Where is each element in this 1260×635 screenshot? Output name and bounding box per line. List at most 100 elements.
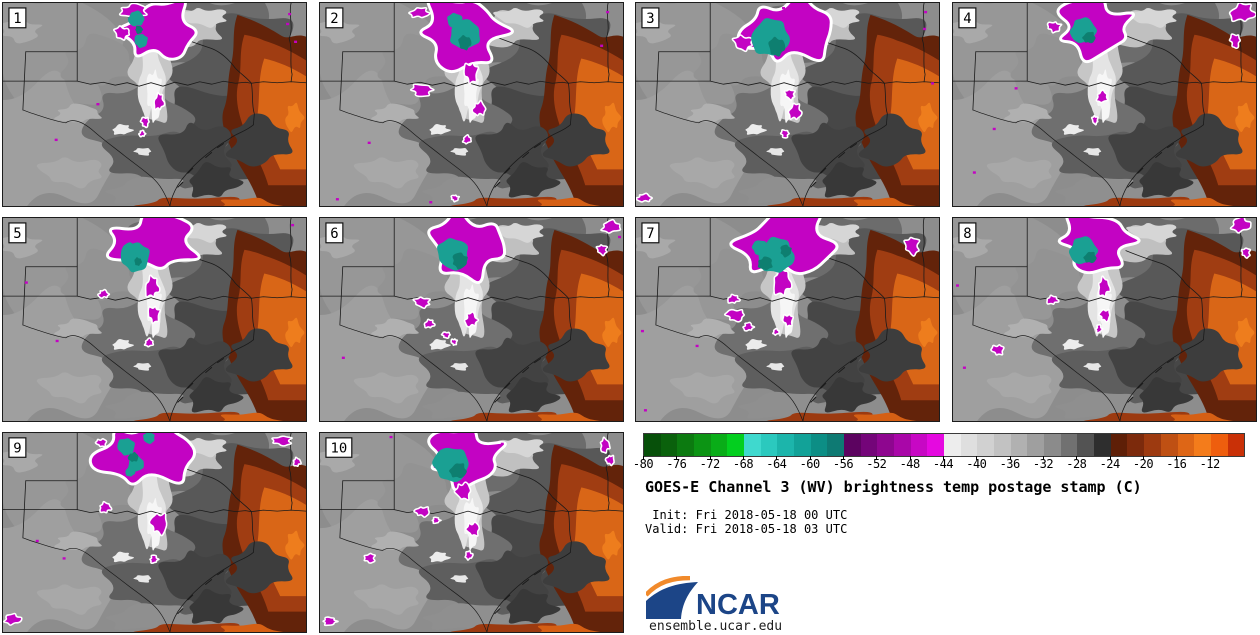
colorbar-tick xyxy=(976,456,978,460)
panel-number-badge: 1 xyxy=(8,7,27,29)
colorbar-tick xyxy=(843,456,844,460)
colorbar-tick xyxy=(1176,456,1178,460)
colorbar-tick xyxy=(1209,456,1211,460)
colorbar-segment xyxy=(1110,434,1128,456)
colorbar-tick-label: -76 xyxy=(666,457,687,471)
colorbar-tick xyxy=(1043,456,1044,460)
colorbar-tick-label: -64 xyxy=(766,457,787,471)
colorbar-segment xyxy=(910,434,928,456)
colorbar-tick xyxy=(676,456,678,460)
panel-number: 8 xyxy=(963,226,971,242)
colorbar-segment xyxy=(944,434,961,456)
colorbar-tick-label: -56 xyxy=(832,457,854,471)
panel-number-badge: 7 xyxy=(641,222,660,244)
ensemble-panel-10: 10 xyxy=(319,432,624,633)
valid-time-label: Valid: Fri 2018-05-18 03 UTC xyxy=(645,522,848,536)
ncar-logo-text: NCAR xyxy=(696,589,780,621)
colorbar-segment xyxy=(844,434,861,456)
colorbar-tick xyxy=(743,456,744,460)
colorbar-segment xyxy=(744,434,761,456)
colorbar-tick xyxy=(1143,456,1144,460)
colorbar-tick-label: -16 xyxy=(1166,457,1187,471)
ensemble-panel-8: 8 xyxy=(952,217,1257,422)
ensemble-panel-1: 1 xyxy=(2,2,307,207)
colorbar-tick xyxy=(1076,456,1078,460)
ensemble-panel-6: 6 xyxy=(319,217,624,422)
colorbar-segment xyxy=(794,434,811,456)
colorbar-tick-label: -24 xyxy=(1099,457,1121,471)
colorbar-segment xyxy=(1027,434,1045,456)
panel-number: 6 xyxy=(330,226,338,242)
panel-number: 10 xyxy=(330,441,347,457)
ncar-logo-orange-arc xyxy=(646,576,691,597)
panel-number: 5 xyxy=(13,226,21,242)
figure-title: GOES-E Channel 3 (WV) brightness temp po… xyxy=(645,478,1142,496)
colorbar-tick xyxy=(643,456,644,460)
panel-number: 7 xyxy=(646,226,654,242)
colorbar-tick xyxy=(809,456,811,460)
colorbar-segment xyxy=(677,434,695,456)
colorbar-tick-label: -36 xyxy=(999,457,1021,471)
colorbar-segment xyxy=(1177,434,1195,456)
colorbar-segment xyxy=(1044,434,1061,456)
panel-number-badge: 3 xyxy=(641,7,660,29)
colorbar-segment xyxy=(927,434,945,456)
colorbar-tick-label: -48 xyxy=(899,457,921,471)
ncar-logo: NCAR xyxy=(646,576,780,621)
panel-number: 2 xyxy=(330,11,338,27)
colorbar-tick-label: -20 xyxy=(1132,457,1154,471)
colorbar-tickmarks xyxy=(643,455,1243,460)
colorbar-tick-label: -72 xyxy=(699,457,721,471)
colorbar-tick xyxy=(709,456,711,460)
ensemble-panel-2: 2 xyxy=(319,2,624,207)
colorbar-tick xyxy=(943,456,944,460)
colorbar-tick-label: -44 xyxy=(932,457,954,471)
panel-number-badge: 9 xyxy=(8,437,27,458)
colorbar-tick-label: -68 xyxy=(732,457,754,471)
colorbar-segment xyxy=(894,434,911,456)
colorbar-tick xyxy=(776,456,778,460)
colorbar-segment xyxy=(760,434,778,456)
colorbar-segment xyxy=(1077,434,1095,456)
colorbar-tick-label: -40 xyxy=(966,457,987,471)
colorbar-tick-label: -32 xyxy=(1032,457,1054,471)
colorbar-segment xyxy=(1210,434,1228,456)
colorbar-tick xyxy=(1009,456,1011,460)
panel-number: 1 xyxy=(13,11,21,27)
colorbar-segment xyxy=(994,434,1011,456)
colorbar-tick xyxy=(876,456,878,460)
panel-number: 3 xyxy=(646,11,654,27)
colorbar-segment xyxy=(727,434,745,456)
panel-number-badge: 4 xyxy=(958,7,977,29)
colorbar-tick xyxy=(909,456,911,460)
colorbar-segment xyxy=(877,434,895,456)
ensemble-panel-9: 9 xyxy=(2,432,307,633)
colorbar-segment xyxy=(1160,434,1178,456)
colorbar-segment xyxy=(810,434,828,456)
ncar-logo-swoosh xyxy=(646,582,698,619)
panel-number: 9 xyxy=(13,441,21,457)
colorbar-tick-label: -28 xyxy=(1066,457,1087,471)
panel-number-badge: 2 xyxy=(325,7,344,29)
colorbar-segment xyxy=(1144,434,1161,456)
colorbar-tick-label: -52 xyxy=(866,457,887,471)
colorbar-tick-label: -60 xyxy=(799,457,821,471)
colorbar-segment xyxy=(1060,434,1078,456)
panel-number: 4 xyxy=(963,11,971,27)
colorbar-segment xyxy=(960,434,978,456)
colorbar-segment xyxy=(1127,434,1145,456)
colorbar-segment xyxy=(694,434,711,456)
panel-number-badge: 5 xyxy=(8,222,27,244)
colorbar-segment xyxy=(777,434,795,456)
panel-number-badge: 10 xyxy=(325,437,353,458)
colorbar-segment xyxy=(1194,434,1211,456)
colorbar-segment xyxy=(710,434,728,456)
colorbar-segment xyxy=(977,434,995,456)
ensemble-panel-5: 5 xyxy=(2,217,307,422)
ensemble-panel-4: 4 xyxy=(952,2,1257,207)
colorbar-segment xyxy=(827,434,845,456)
colorbar-segment xyxy=(1094,434,1111,456)
colorbar-segment xyxy=(644,434,661,456)
colorbar-tick-label: -12 xyxy=(1199,457,1221,471)
